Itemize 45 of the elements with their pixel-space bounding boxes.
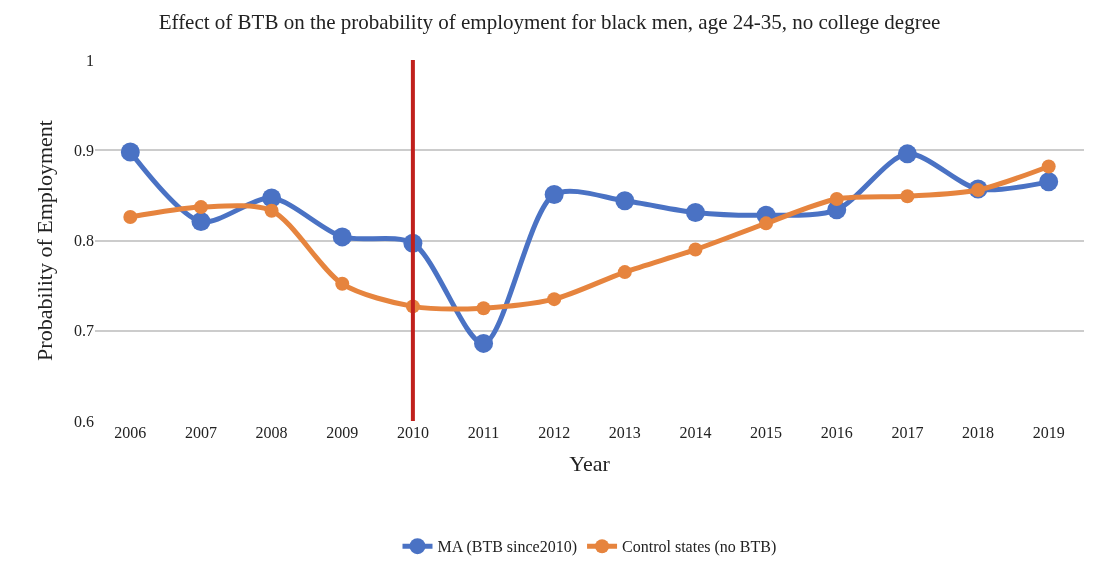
x-axis-title: Year (569, 450, 611, 476)
point (191, 212, 211, 232)
x-tick-label: 2011 (467, 424, 500, 441)
point (120, 142, 140, 162)
x-tick-label: 2016 (820, 424, 853, 441)
point (1039, 172, 1059, 192)
x-tick-label: 2014 (679, 424, 712, 441)
y-tick-label: 0.6 (74, 412, 94, 430)
point (759, 216, 774, 231)
x-tick-label: 2008 (255, 424, 288, 441)
x-tick-label: 2017 (891, 424, 924, 441)
legend-label: Control states (no BTB) (622, 538, 777, 557)
point (474, 333, 494, 353)
point (264, 203, 279, 218)
point (900, 189, 915, 204)
point (547, 292, 562, 307)
x-tick-label: 2015 (750, 424, 783, 441)
legend-label: MA (BTB since2010) (437, 538, 578, 557)
point (544, 184, 564, 204)
point (123, 210, 138, 225)
x-tick-label: 2019 (1032, 424, 1065, 441)
y-tick-label: 0.7 (74, 322, 94, 340)
x-tick-label: 2013 (608, 424, 641, 441)
x-tick-label: 2010 (396, 424, 429, 441)
point (335, 276, 350, 291)
point (688, 242, 703, 257)
point (829, 191, 844, 206)
point (615, 191, 635, 211)
x-tick-label: 2006 (114, 424, 147, 441)
x-tick-label: 2009 (326, 424, 359, 441)
y-tick-label: 1 (86, 51, 94, 69)
point (193, 200, 208, 215)
point (476, 301, 491, 316)
y-tick-label: 0.8 (74, 232, 94, 250)
y-tick-label: 0.9 (74, 141, 94, 159)
point (332, 227, 352, 247)
point (685, 203, 705, 223)
x-tick-label: 2012 (538, 424, 571, 441)
x-tick-label: 2007 (184, 424, 217, 441)
point (1041, 159, 1056, 174)
chart-title: Effect of BTB on the probability of employment for black men, age 24-35, no college degree (158, 10, 941, 35)
point (617, 265, 632, 280)
x-tick-label: 2018 (962, 424, 995, 441)
y-axis-title: Probability of Employment (31, 120, 57, 361)
point (897, 144, 917, 164)
